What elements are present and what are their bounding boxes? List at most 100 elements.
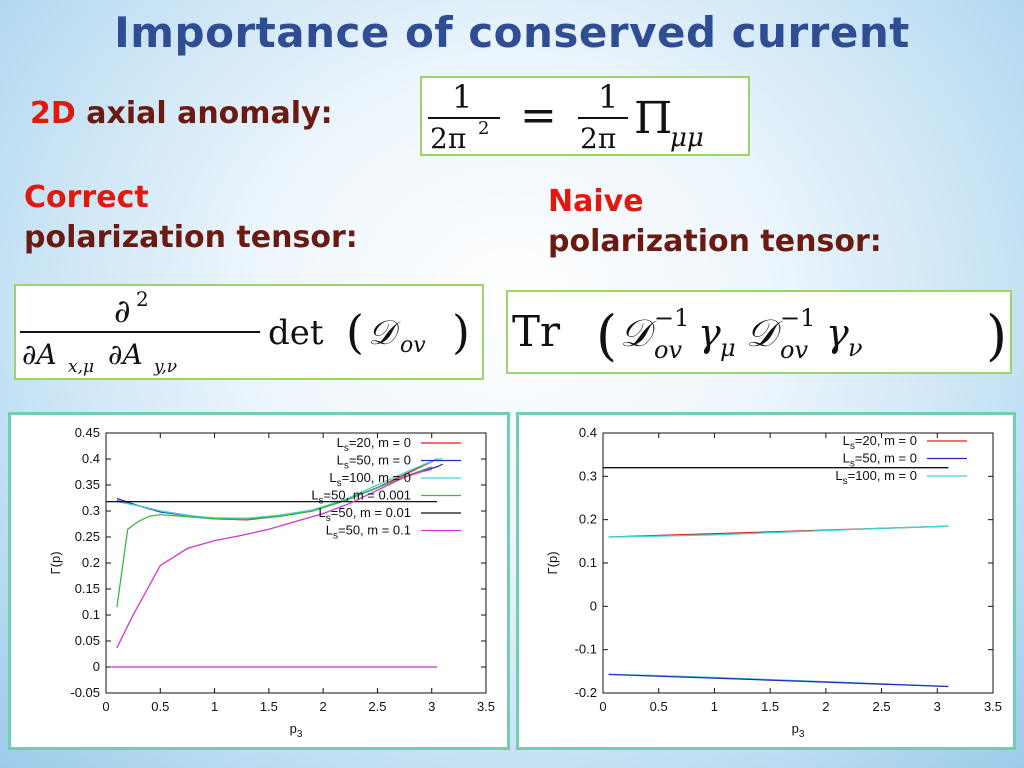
correct-line2: polarization tensor: xyxy=(24,220,358,255)
svg-text:x,μ: x,μ xyxy=(68,357,94,377)
svg-text:γ: γ xyxy=(698,311,721,355)
svg-text:): ) xyxy=(986,304,1007,367)
y-tick-label: 0.2 xyxy=(579,512,597,527)
svg-text:2: 2 xyxy=(136,287,149,311)
svg-text:): ) xyxy=(452,305,470,359)
anomaly-formula-svg: 1 2π 2 = 1 2π Π μμ xyxy=(428,78,704,155)
svg-text:−1: −1 xyxy=(780,304,815,332)
y-tick-label: -0.05 xyxy=(70,685,100,700)
legend-label-3: Ls=50, m = 0.001 xyxy=(311,488,411,507)
series-line-1 xyxy=(608,673,949,688)
svg-text:y,ν: y,ν xyxy=(153,357,177,377)
slide-title: Importance of conserved current xyxy=(114,8,910,57)
legend-label-1: Ls=50, m = 0 xyxy=(843,451,917,470)
x-tick-label: 2 xyxy=(822,699,829,714)
svg-text:μ: μ xyxy=(720,334,736,362)
y-tick-label: 0.45 xyxy=(75,425,100,440)
x-tick-label: 0.5 xyxy=(650,699,668,714)
y-tick-label: 0.1 xyxy=(82,607,100,622)
svg-text:ov: ov xyxy=(654,336,682,364)
svg-text:∂A: ∂A xyxy=(108,338,143,371)
svg-text:Π: Π xyxy=(634,93,672,144)
series-line-3 xyxy=(116,466,432,608)
y-tick-label: 0.4 xyxy=(579,425,597,440)
x-tick-label: 1.5 xyxy=(761,699,779,714)
x-tick-label: 2 xyxy=(320,699,327,714)
correct-line1: Correct xyxy=(24,180,149,215)
svg-text:1: 1 xyxy=(452,78,472,116)
legend-label-2: Ls=100, m = 0 xyxy=(329,470,411,489)
legend-label-2: Ls=100, m = 0 xyxy=(835,468,917,487)
y-tick-label: -0.2 xyxy=(575,685,597,700)
svg-text:2π: 2π xyxy=(580,122,616,154)
svg-text:Tr: Tr xyxy=(512,307,561,356)
svg-text:ov: ov xyxy=(400,333,426,358)
correct-formula: ∂ 2 ∂A x,μ ∂A y,ν det ( 𝒟 ov ) xyxy=(14,284,484,380)
x-tick-label: 0.5 xyxy=(151,699,169,714)
plot-frame xyxy=(602,432,994,694)
series-line-2 xyxy=(608,525,949,538)
y-tick-label: 0.3 xyxy=(82,503,100,518)
anomaly-label: 2D axial anomaly: xyxy=(30,96,333,131)
svg-text:𝒟: 𝒟 xyxy=(746,311,783,355)
svg-text:ov: ov xyxy=(780,336,808,364)
svg-text:(: ( xyxy=(596,304,617,367)
y-tick-label: 0.3 xyxy=(579,468,597,483)
correct-formula-svg: ∂ 2 ∂A x,μ ∂A y,ν det ( 𝒟 ov ) xyxy=(20,287,470,377)
y-axis-label: Γ(p) xyxy=(48,551,63,574)
svg-text:det: det xyxy=(268,313,324,353)
legend-label-5: Ls=50, m = 0.1 xyxy=(326,523,411,542)
y-tick-label: -0.1 xyxy=(575,642,597,657)
svg-text:ν: ν xyxy=(848,334,863,362)
y-tick-label: 0.25 xyxy=(75,529,100,544)
chart-left: 0 0.5 1 1.5 2 2.5 3 3.5-0.0500.050.10.150.20.25… xyxy=(48,425,495,740)
y-tick-label: 0.4 xyxy=(82,451,100,466)
naive-label: Naive polarization tensor: xyxy=(548,182,882,262)
x-tick-label: 2.5 xyxy=(873,699,891,714)
y-tick-label: 0 xyxy=(590,598,597,613)
x-axis-label: p3 xyxy=(290,721,303,740)
y-axis-label: Γ(p) xyxy=(545,551,560,574)
correct-label: Correct polarization tensor: xyxy=(24,178,358,258)
svg-text:1: 1 xyxy=(598,78,618,116)
series-line-5 xyxy=(116,468,432,649)
naive-line1: Naive xyxy=(548,184,644,219)
svg-text:𝒟: 𝒟 xyxy=(368,313,401,353)
svg-text:2π: 2π xyxy=(430,122,466,154)
svg-text:𝒟: 𝒟 xyxy=(620,311,657,355)
x-axis-label: p3 xyxy=(792,721,805,740)
x-tick-label: 3.5 xyxy=(984,699,1002,714)
svg-text:γ: γ xyxy=(826,311,849,355)
legend-label-0: Ls=20, m = 0 xyxy=(337,435,411,454)
svg-text:−1: −1 xyxy=(654,304,689,332)
x-tick-label: 1 xyxy=(211,699,218,714)
anomaly-prefix: 2D xyxy=(30,96,76,131)
x-tick-label: 1 xyxy=(711,699,718,714)
x-tick-label: 0 xyxy=(102,699,109,714)
svg-text:=: = xyxy=(520,90,557,141)
y-tick-label: 0.2 xyxy=(82,555,100,570)
y-tick-label: 0.35 xyxy=(75,477,100,492)
series-line-2 xyxy=(116,458,443,519)
naive-formula: Tr ( 𝒟 −1 ov γ μ 𝒟 −1 ov γ ν ) xyxy=(506,290,1012,374)
x-tick-label: 3.5 xyxy=(477,699,495,714)
anomaly-rest: axial anomaly: xyxy=(75,96,333,131)
x-tick-label: 0 xyxy=(599,699,606,714)
svg-text:∂: ∂ xyxy=(114,292,131,330)
legend-label-1: Ls=50, m = 0 xyxy=(337,453,411,472)
naive-formula-svg: Tr ( 𝒟 −1 ov γ μ 𝒟 −1 ov γ ν ) xyxy=(512,304,1007,367)
y-tick-label: 0.05 xyxy=(75,633,100,648)
x-tick-label: 3 xyxy=(428,699,435,714)
y-tick-label: 0.1 xyxy=(579,555,597,570)
legend-label-4: Ls=50, m = 0.01 xyxy=(319,505,411,524)
legend-label-0: Ls=20, m = 0 xyxy=(843,433,917,452)
x-tick-label: 3 xyxy=(934,699,941,714)
y-tick-label: 0 xyxy=(93,659,100,674)
y-tick-label: 0.15 xyxy=(75,581,100,596)
plot-panel-left: 0 0.5 1 1.5 2 2.5 3 3.5 -0.05 0 0.05 0.1 0.15 0.2 0.25… xyxy=(8,412,510,750)
svg-text:∂A: ∂A xyxy=(22,338,57,371)
svg-text:μμ: μμ xyxy=(670,123,704,153)
x-tick-label: 1.5 xyxy=(260,699,278,714)
x-tick-label: 2.5 xyxy=(368,699,386,714)
plot-frame xyxy=(105,432,487,694)
